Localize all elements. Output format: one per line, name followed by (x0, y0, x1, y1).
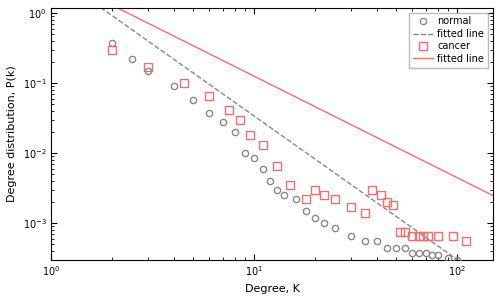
normal (312, 216, 318, 219)
cancer (416, 234, 422, 238)
fitted line (134, 31, 140, 35)
cancer (378, 194, 384, 197)
cancer (429, 270, 435, 274)
normal (434, 253, 440, 257)
cancer (206, 95, 212, 98)
fitted line (454, 176, 460, 179)
normal (332, 226, 338, 230)
normal (170, 85, 176, 88)
cancer (110, 48, 116, 52)
fitted line (272, 85, 278, 88)
fitted line (308, 103, 314, 106)
cancer (454, 270, 460, 274)
cancer (332, 197, 338, 201)
Line: normal: normal (110, 39, 461, 263)
cancer (348, 205, 354, 209)
normal (348, 234, 354, 238)
cancer (181, 82, 187, 85)
cancer (303, 197, 309, 201)
cancer (396, 230, 402, 234)
normal (384, 246, 390, 249)
cancer (287, 183, 293, 187)
normal (374, 240, 380, 243)
Legend: normal, fitted line, cancer, fitted line: normal, fitted line, cancer, fitted line (409, 13, 488, 68)
fitted line (144, 20, 150, 24)
fitted line (468, 268, 474, 272)
cancer (145, 65, 151, 69)
normal (303, 209, 309, 213)
fitted line (151, 44, 157, 47)
normal (445, 256, 451, 260)
normal (110, 41, 116, 45)
normal (293, 197, 299, 201)
cancer (369, 188, 375, 192)
fitted line (468, 183, 474, 186)
normal (362, 240, 368, 243)
Line: fitted line: fitted line (41, 0, 494, 196)
normal (206, 111, 212, 114)
cancer (462, 240, 468, 243)
cancer (440, 270, 446, 274)
cancer (470, 270, 476, 274)
cancer (450, 234, 456, 238)
cancer (478, 270, 484, 274)
cancer (390, 203, 396, 207)
normal (454, 258, 460, 262)
cancer (226, 108, 232, 111)
cancer (410, 234, 416, 238)
cancer (260, 144, 266, 147)
fitted line (491, 194, 497, 198)
cancer (426, 234, 432, 238)
cancer (312, 188, 318, 192)
normal (232, 130, 237, 134)
normal (274, 188, 280, 192)
normal (410, 251, 416, 254)
normal (402, 246, 407, 249)
fitted line (125, 11, 131, 15)
X-axis label: Degree, K: Degree, K (245, 284, 300, 294)
normal (393, 246, 399, 249)
fitted line (491, 284, 497, 287)
cancer (362, 211, 368, 215)
cancer (321, 194, 327, 197)
normal (220, 120, 226, 124)
fitted line (276, 132, 282, 136)
normal (416, 251, 422, 254)
normal (242, 151, 248, 155)
Y-axis label: Degree distribution, P(k): Degree distribution, P(k) (7, 65, 17, 202)
normal (429, 253, 435, 257)
normal (190, 98, 196, 102)
fitted line (312, 157, 318, 161)
cancer (247, 134, 253, 137)
normal (268, 179, 274, 183)
cancer (402, 230, 407, 234)
normal (145, 69, 151, 73)
normal (129, 57, 135, 61)
normal (321, 222, 327, 225)
fitted line (455, 258, 461, 262)
cancer (384, 200, 390, 204)
Line: cancer: cancer (108, 46, 484, 276)
cancer (445, 270, 451, 274)
normal (281, 194, 287, 197)
cancer (274, 165, 280, 168)
normal (423, 251, 429, 254)
cancer (420, 234, 426, 238)
normal (260, 167, 266, 171)
cancer (434, 234, 440, 238)
Line: fitted line: fitted line (52, 0, 494, 285)
cancer (237, 118, 243, 122)
normal (252, 157, 258, 160)
